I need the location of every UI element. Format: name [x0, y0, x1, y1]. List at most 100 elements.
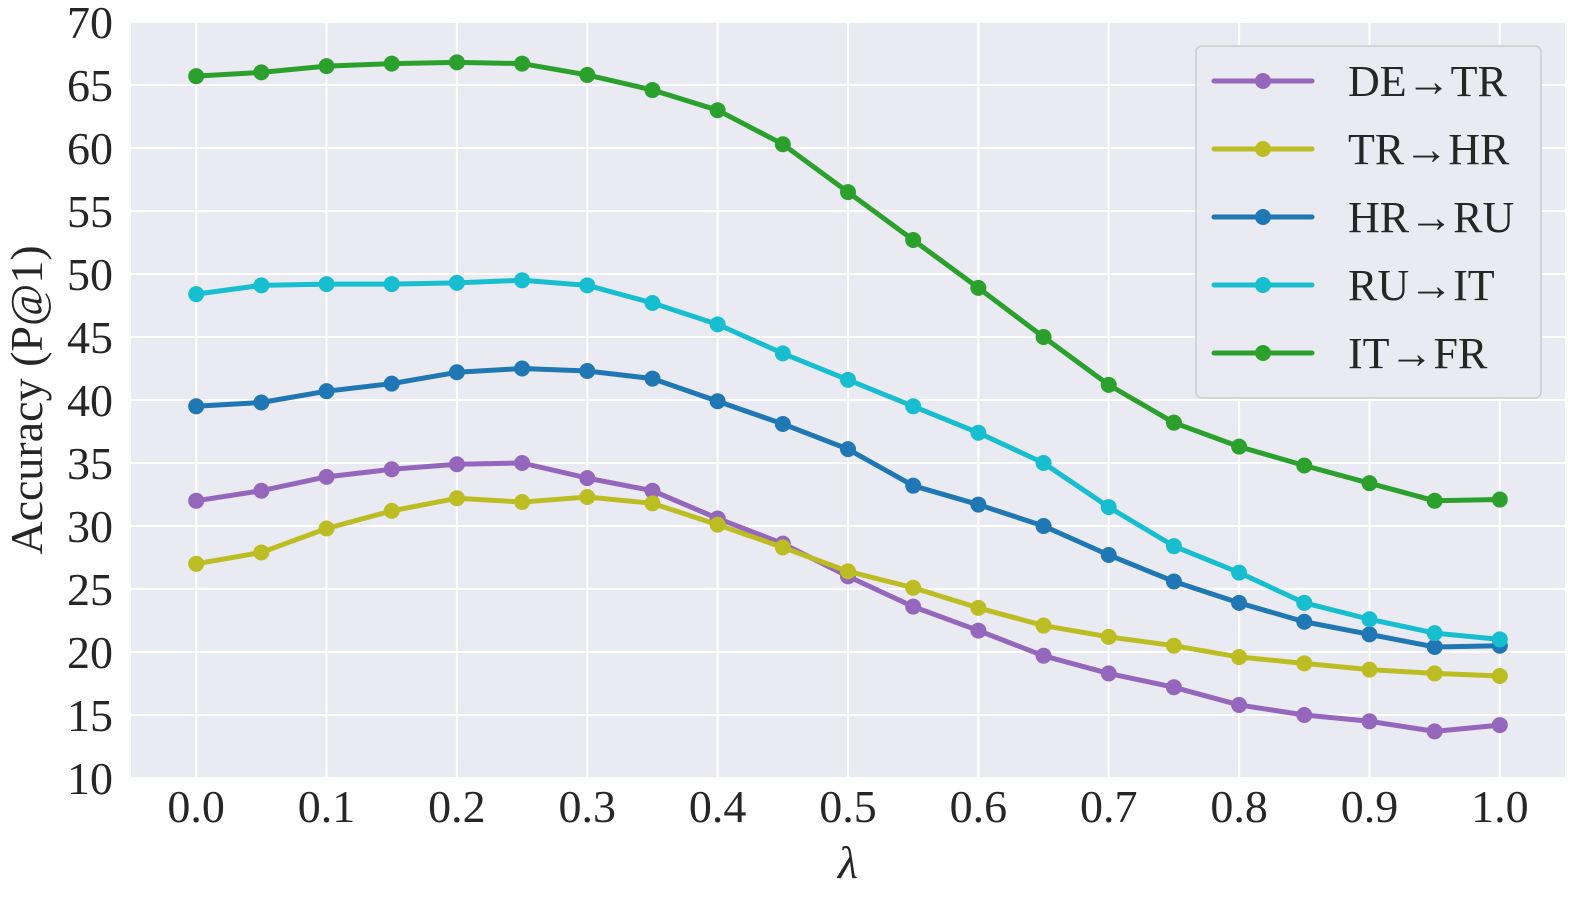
data-point	[318, 276, 335, 293]
data-point	[253, 394, 270, 411]
data-point	[644, 294, 661, 311]
data-point	[1296, 594, 1313, 611]
data-point	[1165, 679, 1182, 696]
data-point	[579, 66, 596, 83]
y-tick-label: 10	[67, 753, 113, 804]
series-4	[188, 54, 1508, 509]
legend-marker	[1255, 209, 1271, 225]
legend-item: IT→FR	[1211, 329, 1488, 378]
y-axis-ticks: 10 15 20 25 30 35 40 45 50 55 60 65 70	[67, 0, 113, 804]
x-tick-label: 0.2	[428, 781, 486, 832]
legend-label: IT→FR	[1348, 329, 1488, 378]
data-point	[318, 468, 335, 485]
data-point	[514, 55, 531, 72]
data-point	[1100, 546, 1117, 563]
data-point	[514, 360, 531, 377]
data-point	[1231, 438, 1248, 455]
legend-label: HR→RU	[1348, 193, 1514, 242]
y-tick-label: 70	[67, 0, 113, 48]
data-point	[905, 231, 922, 248]
data-point	[1361, 475, 1378, 492]
data-point	[840, 371, 856, 388]
series-2	[188, 360, 1508, 655]
y-tick-label: 30	[67, 501, 113, 552]
data-point	[1035, 617, 1052, 634]
y-tick-label: 35	[67, 438, 113, 489]
data-point	[644, 370, 661, 387]
y-tick-label: 60	[67, 123, 113, 174]
data-point	[1231, 564, 1248, 581]
data-point	[1296, 707, 1313, 723]
data-point	[709, 316, 726, 333]
data-point	[383, 276, 400, 293]
data-point	[448, 364, 465, 381]
y-tick-label: 40	[67, 375, 113, 426]
data-point	[1165, 414, 1182, 431]
x-tick-label: 0.8	[1210, 781, 1268, 832]
data-point	[709, 516, 726, 533]
data-point	[1100, 376, 1117, 393]
x-tick-label: 1.0	[1471, 781, 1529, 832]
data-point	[840, 441, 856, 458]
data-point	[1361, 713, 1378, 730]
data-point	[383, 461, 400, 478]
data-point	[1361, 626, 1378, 643]
data-point	[1426, 638, 1443, 655]
data-point	[774, 539, 791, 556]
data-point	[383, 502, 400, 519]
data-point	[253, 64, 270, 81]
data-point	[774, 136, 791, 153]
data-point	[1426, 492, 1443, 509]
data-point	[188, 68, 205, 85]
data-point	[1165, 573, 1182, 590]
data-point	[840, 184, 856, 201]
data-point	[1231, 594, 1248, 611]
data-point	[774, 345, 791, 362]
data-point	[1491, 667, 1508, 684]
data-point	[970, 279, 987, 296]
data-point	[1296, 457, 1313, 474]
y-axis-label: Accuracy (P@1)	[1, 245, 52, 554]
data-point	[840, 563, 856, 580]
data-point	[1035, 455, 1052, 471]
data-point	[318, 58, 335, 75]
data-point	[709, 393, 726, 410]
legend-marker	[1255, 141, 1271, 157]
legend-marker	[1255, 277, 1271, 293]
x-tick-label: 0.3	[559, 781, 617, 832]
series-3	[188, 272, 1508, 648]
legend-item: TR→HR	[1211, 125, 1510, 174]
data-point	[253, 277, 270, 294]
x-tick-label: 0.9	[1341, 781, 1399, 832]
data-point	[1035, 329, 1052, 345]
legend-box	[1195, 45, 1542, 399]
data-point	[383, 375, 400, 392]
x-axis-label: λ	[836, 837, 858, 888]
data-point	[970, 599, 987, 616]
data-point	[905, 398, 922, 415]
data-point	[1231, 696, 1248, 713]
data-point	[709, 102, 726, 119]
data-point	[514, 455, 531, 471]
legend: DE→TR TR→HR HR→RU RU→IT IT→FR	[1195, 45, 1542, 399]
data-point	[579, 363, 596, 380]
data-point	[318, 520, 335, 537]
data-point	[1100, 499, 1117, 516]
data-point	[1361, 611, 1378, 628]
legend-item: RU→IT	[1211, 261, 1495, 310]
data-point	[1426, 665, 1443, 682]
x-tick-label: 0.7	[1080, 781, 1138, 832]
data-point	[579, 277, 596, 294]
data-point	[1165, 637, 1182, 654]
data-point	[318, 383, 335, 400]
legend-marker	[1255, 73, 1271, 89]
data-point	[1491, 631, 1508, 648]
data-point	[253, 544, 270, 561]
data-point	[514, 494, 531, 511]
x-tick-label: 0.0	[167, 781, 225, 832]
x-tick-label: 0.6	[950, 781, 1008, 832]
data-point	[188, 398, 205, 415]
legend-label: DE→TR	[1348, 57, 1508, 106]
legend-item: HR→RU	[1211, 193, 1514, 242]
